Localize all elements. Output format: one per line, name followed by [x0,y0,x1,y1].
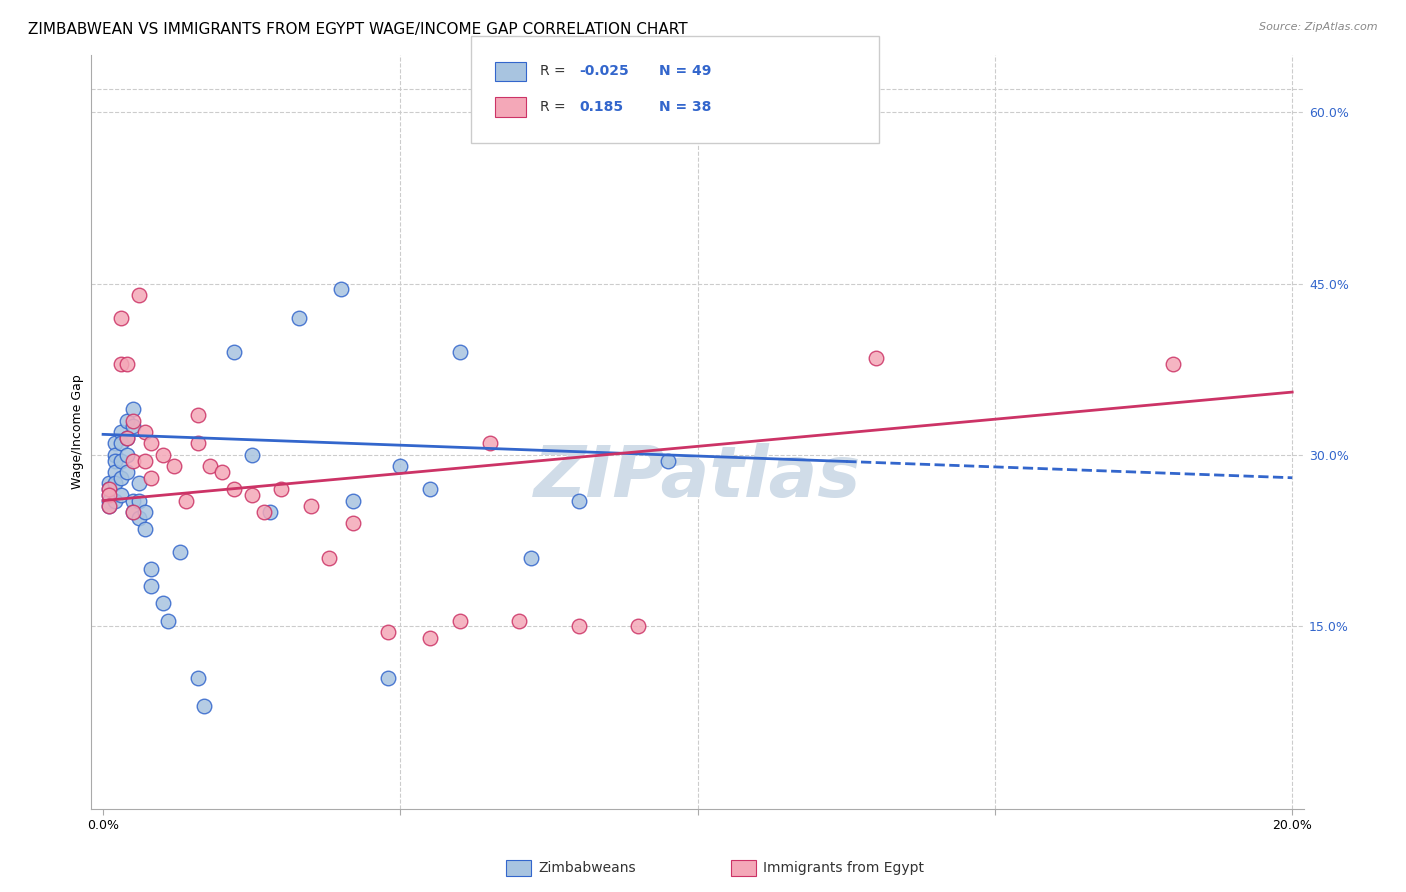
Text: N = 38: N = 38 [659,100,711,114]
Point [449,614,471,628]
Point [139,471,162,485]
Point [139,436,162,450]
Point [193,699,215,714]
Point [104,476,127,491]
Point [222,482,245,496]
Point [121,505,143,519]
Point [121,419,143,434]
Point [419,631,441,645]
Point [104,436,127,450]
Text: Immigrants from Egypt: Immigrants from Egypt [763,861,925,875]
Point [176,493,198,508]
Text: R =: R = [540,64,569,78]
Point [568,619,591,633]
Point [110,425,132,439]
Text: Source: ZipAtlas.com: Source: ZipAtlas.com [1260,22,1378,32]
Point [157,614,180,628]
Point [121,493,143,508]
Point [139,579,162,593]
Point [110,453,132,467]
Point [115,431,138,445]
Point [187,436,209,450]
Point [508,614,530,628]
Point [104,465,127,479]
Point [377,624,399,639]
Point [98,482,121,496]
Point [520,550,543,565]
Point [657,453,679,467]
Point [110,471,132,485]
Point [134,425,156,439]
Point [211,465,233,479]
Point [110,310,132,325]
Point [627,619,650,633]
Point [152,448,174,462]
Point [115,357,138,371]
Point [134,505,156,519]
Point [187,408,209,422]
Text: ZIPatlas: ZIPatlas [534,442,862,512]
Point [104,493,127,508]
Point [568,493,591,508]
Point [240,448,263,462]
Point [121,453,143,467]
Point [419,482,441,496]
Point [389,459,412,474]
Text: 0.185: 0.185 [579,100,623,114]
Point [98,482,121,496]
Point [115,431,138,445]
Point [449,345,471,359]
Point [1161,357,1184,371]
Point [377,671,399,685]
Point [187,671,209,685]
Point [134,453,156,467]
Point [240,488,263,502]
Point [259,505,281,519]
Point [115,414,138,428]
Text: N = 49: N = 49 [659,64,711,78]
Point [163,459,186,474]
Point [288,310,311,325]
Point [128,510,150,524]
Point [134,522,156,536]
Text: -0.025: -0.025 [579,64,628,78]
Point [98,500,121,514]
Point [329,282,352,296]
Point [121,505,143,519]
Point [110,488,132,502]
Point [98,488,121,502]
Point [222,345,245,359]
Point [169,545,191,559]
Point [104,453,127,467]
Point [342,516,364,531]
Point [252,505,274,519]
Point [342,493,364,508]
Point [139,562,162,576]
Point [299,500,322,514]
Point [128,288,150,302]
Point [865,351,887,365]
Point [121,402,143,417]
Point [98,493,121,508]
Point [128,493,150,508]
Point [478,436,501,450]
Point [110,357,132,371]
Point [121,414,143,428]
Text: R =: R = [540,100,574,114]
Point [270,482,292,496]
Point [110,436,132,450]
Point [115,465,138,479]
Point [115,448,138,462]
Point [318,550,340,565]
Point [128,476,150,491]
Text: ZIMBABWEAN VS IMMIGRANTS FROM EGYPT WAGE/INCOME GAP CORRELATION CHART: ZIMBABWEAN VS IMMIGRANTS FROM EGYPT WAGE… [28,22,688,37]
Point [104,448,127,462]
Y-axis label: Wage/Income Gap: Wage/Income Gap [72,375,84,490]
Text: Zimbabweans: Zimbabweans [538,861,636,875]
Point [98,500,121,514]
Point [98,476,121,491]
Point [152,596,174,610]
Point [98,488,121,502]
Point [198,459,221,474]
